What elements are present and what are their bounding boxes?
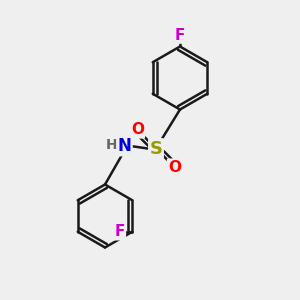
Text: F: F [175,28,185,43]
Text: N: N [118,137,131,155]
Text: F: F [115,224,125,239]
Text: O: O [131,122,144,137]
Text: O: O [168,160,181,175]
Text: H: H [106,138,118,152]
Text: S: S [149,140,163,158]
